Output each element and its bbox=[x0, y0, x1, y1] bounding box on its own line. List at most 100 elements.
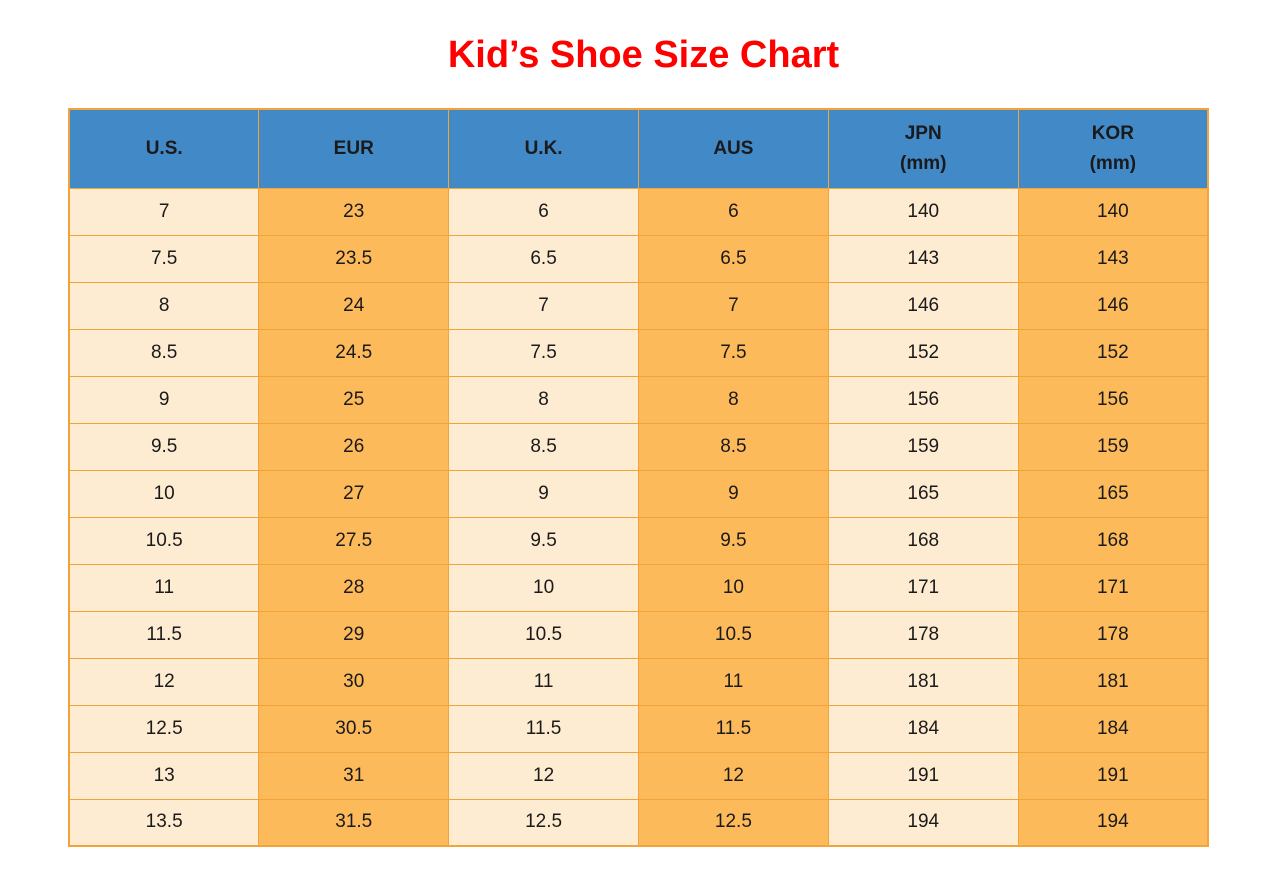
table-row: 7 23 6 6 140 140 bbox=[68, 187, 1209, 236]
table-row: 8 24 7 7 146 146 bbox=[68, 281, 1209, 330]
cell-aus: 7 bbox=[637, 281, 829, 330]
cell-u-s: 8 bbox=[68, 281, 260, 330]
cell-kor-mm: 146 bbox=[1017, 281, 1209, 330]
table-header-row: U.S. EUR U.K. AUS JPN (mm) KOR (mm) bbox=[68, 108, 1209, 189]
table-header: U.S. EUR U.K. AUS JPN (mm) KOR (mm) bbox=[68, 108, 1209, 189]
table-row: 10 27 9 9 165 165 bbox=[68, 469, 1209, 518]
cell-jpn-mm: 178 bbox=[827, 610, 1019, 659]
table-row: 11 28 10 10 171 171 bbox=[68, 563, 1209, 612]
cell-jpn-mm: 184 bbox=[827, 704, 1019, 753]
cell-jpn-mm: 152 bbox=[827, 328, 1019, 377]
cell-eur: 24.5 bbox=[258, 328, 450, 377]
column-header-label: KOR bbox=[1091, 123, 1134, 145]
cell-aus: 11.5 bbox=[637, 704, 829, 753]
table-row: 13.5 31.5 12.5 12.5 194 194 bbox=[68, 798, 1209, 847]
cell-u-s: 12.5 bbox=[68, 704, 260, 753]
table-row: 12.5 30.5 11.5 11.5 184 184 bbox=[68, 704, 1209, 753]
cell-kor-mm: 181 bbox=[1017, 657, 1209, 706]
cell-u-k: 11.5 bbox=[448, 704, 639, 753]
cell-aus: 8.5 bbox=[637, 422, 829, 471]
cell-aus: 11 bbox=[637, 657, 829, 706]
column-header-eur: EUR bbox=[258, 108, 450, 189]
cell-u-s: 10.5 bbox=[68, 516, 260, 565]
table-row: 12 30 11 11 181 181 bbox=[68, 657, 1209, 706]
cell-aus: 12 bbox=[637, 751, 829, 800]
column-header-label: U.K. bbox=[524, 138, 563, 160]
cell-aus: 8 bbox=[637, 375, 829, 424]
cell-kor-mm: 168 bbox=[1017, 516, 1209, 565]
cell-u-k: 7.5 bbox=[448, 328, 639, 377]
cell-eur: 31 bbox=[258, 751, 450, 800]
cell-eur: 27.5 bbox=[258, 516, 450, 565]
cell-u-s: 8.5 bbox=[68, 328, 260, 377]
cell-eur: 26 bbox=[258, 422, 450, 471]
cell-eur: 23.5 bbox=[258, 234, 450, 283]
cell-u-s: 7 bbox=[68, 187, 260, 236]
cell-u-k: 12 bbox=[448, 751, 639, 800]
cell-aus: 9.5 bbox=[637, 516, 829, 565]
column-header-unit: (mm) bbox=[1089, 152, 1137, 174]
table-row: 13 31 12 12 191 191 bbox=[68, 751, 1209, 800]
cell-aus: 6.5 bbox=[637, 234, 829, 283]
cell-kor-mm: 178 bbox=[1017, 610, 1209, 659]
table-row: 10.5 27.5 9.5 9.5 168 168 bbox=[68, 516, 1209, 565]
cell-aus: 6 bbox=[637, 187, 829, 236]
column-header-u-s: U.S. bbox=[68, 108, 260, 189]
table-row: 9 25 8 8 156 156 bbox=[68, 375, 1209, 424]
cell-aus: 12.5 bbox=[637, 798, 829, 847]
cell-u-s: 11.5 bbox=[68, 610, 260, 659]
cell-u-k: 7 bbox=[448, 281, 639, 330]
cell-u-k: 6 bbox=[448, 187, 639, 236]
column-header-aus: AUS bbox=[637, 108, 829, 189]
cell-kor-mm: 152 bbox=[1017, 328, 1209, 377]
table-row: 9.5 26 8.5 8.5 159 159 bbox=[68, 422, 1209, 471]
cell-u-k: 6.5 bbox=[448, 234, 639, 283]
column-header-u-k: U.K. bbox=[448, 108, 639, 189]
cell-u-k: 12.5 bbox=[448, 798, 639, 847]
cell-kor-mm: 184 bbox=[1017, 704, 1209, 753]
cell-u-k: 9.5 bbox=[448, 516, 639, 565]
cell-aus: 7.5 bbox=[637, 328, 829, 377]
cell-u-s: 12 bbox=[68, 657, 260, 706]
cell-kor-mm: 140 bbox=[1017, 187, 1209, 236]
table-row: 8.5 24.5 7.5 7.5 152 152 bbox=[68, 328, 1209, 377]
cell-kor-mm: 165 bbox=[1017, 469, 1209, 518]
cell-eur: 24 bbox=[258, 281, 450, 330]
cell-eur: 27 bbox=[258, 469, 450, 518]
cell-jpn-mm: 194 bbox=[827, 798, 1019, 847]
cell-eur: 30 bbox=[258, 657, 450, 706]
cell-eur: 25 bbox=[258, 375, 450, 424]
cell-eur: 31.5 bbox=[258, 798, 450, 847]
cell-u-s: 13.5 bbox=[68, 798, 260, 847]
shoe-size-table: U.S. EUR U.K. AUS JPN (mm) KOR (mm) 7 23 6 6 140 140… bbox=[68, 108, 1209, 847]
cell-kor-mm: 156 bbox=[1017, 375, 1209, 424]
cell-jpn-mm: 140 bbox=[827, 187, 1019, 236]
cell-u-k: 9 bbox=[448, 469, 639, 518]
cell-jpn-mm: 146 bbox=[827, 281, 1019, 330]
page: Kid’s Shoe Size Chart U.S. EUR U.K. AUS JPN (… bbox=[68, 34, 1209, 847]
column-header-unit: (mm) bbox=[900, 152, 947, 174]
cell-eur: 29 bbox=[258, 610, 450, 659]
cell-kor-mm: 159 bbox=[1017, 422, 1209, 471]
cell-jpn-mm: 156 bbox=[827, 375, 1019, 424]
cell-u-s: 9.5 bbox=[68, 422, 260, 471]
column-header-label: EUR bbox=[333, 138, 374, 160]
cell-kor-mm: 191 bbox=[1017, 751, 1209, 800]
cell-u-k: 8 bbox=[448, 375, 639, 424]
column-header-jpn-mm: JPN (mm) bbox=[827, 108, 1019, 189]
cell-u-s: 13 bbox=[68, 751, 260, 800]
page-title: Kid’s Shoe Size Chart bbox=[447, 34, 840, 76]
cell-jpn-mm: 181 bbox=[827, 657, 1019, 706]
cell-eur: 28 bbox=[258, 563, 450, 612]
column-header-label: AUS bbox=[713, 138, 754, 160]
cell-eur: 23 bbox=[258, 187, 450, 236]
cell-kor-mm: 143 bbox=[1017, 234, 1209, 283]
cell-jpn-mm: 159 bbox=[827, 422, 1019, 471]
cell-u-s: 9 bbox=[68, 375, 260, 424]
column-header-label: JPN bbox=[904, 123, 942, 145]
cell-jpn-mm: 165 bbox=[827, 469, 1019, 518]
cell-kor-mm: 194 bbox=[1017, 798, 1209, 847]
cell-u-k: 10 bbox=[448, 563, 639, 612]
cell-u-k: 11 bbox=[448, 657, 639, 706]
cell-eur: 30.5 bbox=[258, 704, 450, 753]
